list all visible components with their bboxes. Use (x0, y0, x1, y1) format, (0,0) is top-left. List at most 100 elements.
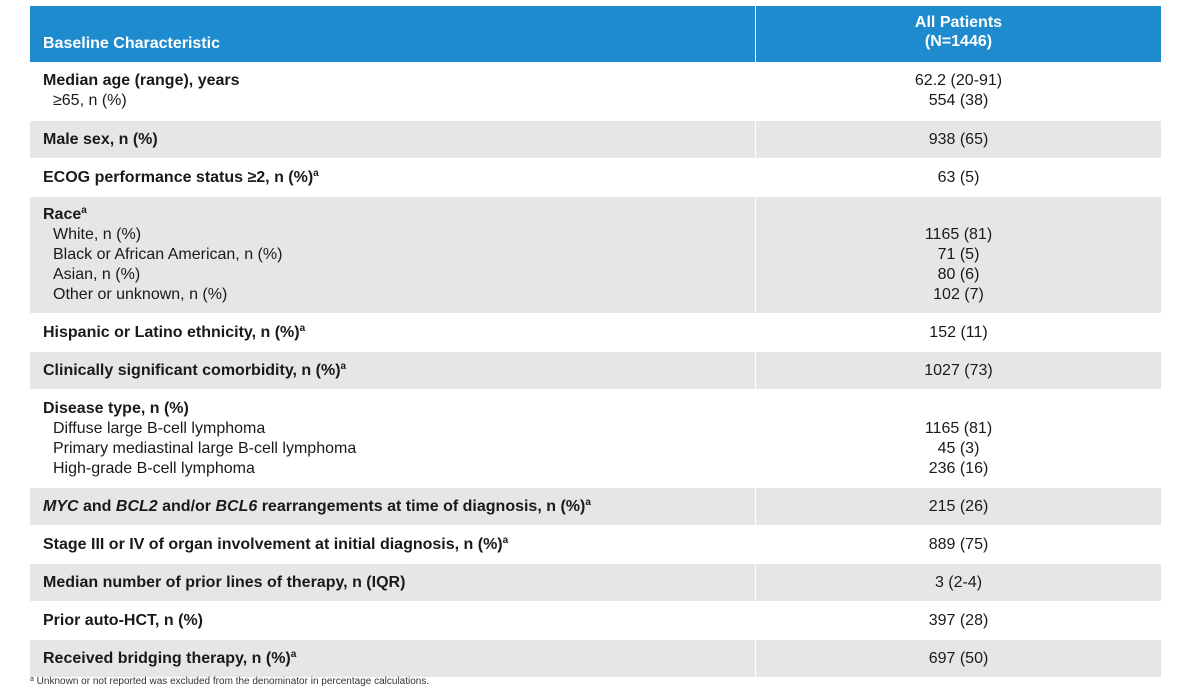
row-label-cell: Hispanic or Latino ethnicity, n (%)a (30, 314, 756, 351)
row-label-part: and/or (157, 497, 216, 515)
sub-row-value: 102 (7) (933, 286, 984, 303)
row-label-text: Hispanic or Latino ethnicity, n (%) (43, 323, 300, 341)
table-row: Male sex, n (%) 938 (65) (30, 121, 1161, 159)
row-label-text: Clinically significant comorbidity, n (%… (43, 361, 341, 379)
row-value: 397 (28) (928, 611, 989, 629)
row-label: ECOG performance status ≥2, n (%)a (43, 168, 755, 188)
footnote-ref: a (585, 496, 591, 508)
table-row: Received bridging therapy, n (%)a 697 (50… (30, 640, 1161, 678)
row-value: 215 (26) (928, 497, 989, 515)
row-label: Racea (43, 205, 755, 225)
table-row: Stage III or IV of organ involvement at … (30, 526, 1161, 564)
row-label-cell: Median number of prior lines of therapy,… (30, 564, 756, 601)
row-label: Hispanic or Latino ethnicity, n (%)a (43, 323, 755, 343)
row-label: Prior auto-HCT, n (%) (43, 611, 755, 631)
row-label: Disease type, n (%) (43, 399, 755, 419)
row-label-part: rearrangements at time of diagnosis, n (… (257, 497, 586, 515)
table-row: Disease type, n (%) Diffuse large B-cell … (30, 390, 1161, 488)
row-label: Male sex, n (%) (43, 130, 755, 150)
row-value-cell: 152 (11) (756, 314, 1161, 351)
table-body: Median age (range), years ≥65, n (%) 62.2 … (30, 62, 1161, 678)
row-value: 152 (11) (929, 323, 988, 341)
header-all-patients-n: (N=1446) (924, 33, 993, 50)
row-value: 1027 (73) (924, 361, 993, 379)
table-row: Median age (range), years ≥65, n (%) 62.2 … (30, 62, 1161, 121)
table-row: Hispanic or Latino ethnicity, n (%)a 152 … (30, 314, 1161, 352)
sub-row-label: ≥65, n (%) (53, 92, 127, 109)
table-row: ECOG performance status ≥2, n (%)a 63 (5) (30, 159, 1161, 197)
sub-row-value: 45 (3) (937, 439, 980, 457)
row-label-text: Disease type, n (%) (43, 399, 189, 417)
header-characteristic: Baseline Characteristic (30, 6, 756, 62)
table-row: Racea White, n (%) Black or African Americ… (30, 197, 1161, 314)
table-row: MYC and BCL2 and/or BCL6 rearrangements … (30, 488, 1161, 526)
row-label-text: Prior auto-HCT, n (%) (43, 611, 203, 629)
row-label: Received bridging therapy, n (%)a (43, 649, 755, 669)
row-label-text: ECOG performance status ≥2, n (%) (43, 168, 314, 186)
sub-row-label: White, n (%) (53, 226, 142, 243)
row-value: 62.2 (20-91) (914, 72, 1003, 89)
sub-row-label: Asian, n (%) (53, 266, 141, 283)
sub-row-value: 80 (6) (937, 266, 980, 283)
header-all-patients: All Patients (N=1446) (756, 6, 1161, 62)
table-row: Prior auto-HCT, n (%) 397 (28) (30, 602, 1161, 640)
row-value: 697 (50) (928, 649, 989, 667)
row-label-text: Median number of prior lines of therapy,… (43, 573, 406, 591)
row-label-cell: Racea White, n (%) Black or African Americ… (30, 197, 756, 313)
row-value-cell: 1165 (81) 71 (5) 80 (6) 102 (7) (756, 197, 1161, 313)
row-label: Median number of prior lines of therapy,… (43, 573, 755, 593)
footnote-marker: a (30, 676, 34, 683)
footnote-ref: a (299, 322, 306, 334)
sub-row-label: High-grade B-cell lymphoma (53, 459, 255, 477)
row-label-cell: ECOG performance status ≥2, n (%)a (30, 159, 756, 196)
sub-row-value: 71 (5) (937, 246, 980, 263)
row-label: MYC and BCL2 and/or BCL6 rearrangements … (43, 497, 755, 517)
row-value: 3 (2-4) (934, 573, 983, 591)
row-label-text: Male sex, n (%) (43, 130, 158, 148)
row-value: 889 (75) (928, 535, 989, 553)
footnote-ref: a (290, 648, 297, 660)
header-all-patients-title: All Patients (914, 14, 1003, 31)
row-value-cell: 215 (26) (756, 488, 1161, 525)
row-value-cell: 889 (75) (756, 526, 1161, 563)
table-row: Median number of prior lines of therapy,… (30, 564, 1161, 602)
row-label: Median age (range), years (43, 71, 755, 91)
row-label: Clinically significant comorbidity, n (%… (43, 361, 755, 381)
row-label-cell: Median age (range), years ≥65, n (%) (30, 62, 756, 120)
row-label-cell: Male sex, n (%) (30, 121, 756, 158)
footnote: a Unknown or not reported was excluded f… (30, 676, 429, 687)
row-label-part: BCL6 (215, 497, 258, 515)
row-value-cell: 3 (2-4) (756, 564, 1161, 601)
row-value-cell: 697 (50) (756, 640, 1161, 677)
row-label-part: MYC (43, 497, 79, 515)
table-row: Clinically significant comorbidity, n (%… (30, 352, 1161, 390)
row-label-cell: Stage III or IV of organ involvement at … (30, 526, 756, 563)
baseline-characteristics-table: Baseline Characteristic All Patients (N=… (30, 6, 1161, 678)
footnote-ref: a (502, 534, 509, 546)
row-value-cell: 1165 (81) 45 (3) 236 (16) (756, 390, 1161, 487)
row-label-part: BCL2 (115, 497, 158, 515)
row-value: 63 (5) (937, 168, 980, 186)
row-label-cell: Clinically significant comorbidity, n (%… (30, 352, 756, 389)
sub-row-label: Primary mediastinal large B-cell lymphom… (53, 439, 357, 457)
footnote-text: Unknown or not reported was excluded fro… (33, 676, 430, 687)
sub-row-value: 554 (38) (928, 92, 989, 109)
sub-row-label: Other or unknown, n (%) (53, 286, 228, 303)
row-value-cell: 1027 (73) (756, 352, 1161, 389)
row-value-cell: 62.2 (20-91) 554 (38) (756, 62, 1161, 120)
sub-row-label: Diffuse large B-cell lymphoma (53, 419, 266, 437)
sub-row-value: 236 (16) (928, 459, 989, 477)
row-value: 938 (65) (928, 130, 989, 148)
row-value-cell: 63 (5) (756, 159, 1161, 196)
footnote-ref: a (340, 360, 347, 372)
sub-row-label: Black or African American, n (%) (53, 246, 283, 263)
sub-row-value: 1165 (81) (924, 419, 993, 437)
table-header: Baseline Characteristic All Patients (N=… (30, 6, 1161, 62)
row-label-part: and (78, 497, 116, 515)
row-label-cell: MYC and BCL2 and/or BCL6 rearrangements … (30, 488, 756, 525)
sub-row-value: 1165 (81) (924, 226, 993, 243)
row-label-text: Median age (range), years (43, 72, 240, 89)
row-value-cell: 397 (28) (756, 602, 1161, 639)
row-label-cell: Prior auto-HCT, n (%) (30, 602, 756, 639)
row-label-text: Stage III or IV of organ involvement at … (43, 535, 503, 553)
